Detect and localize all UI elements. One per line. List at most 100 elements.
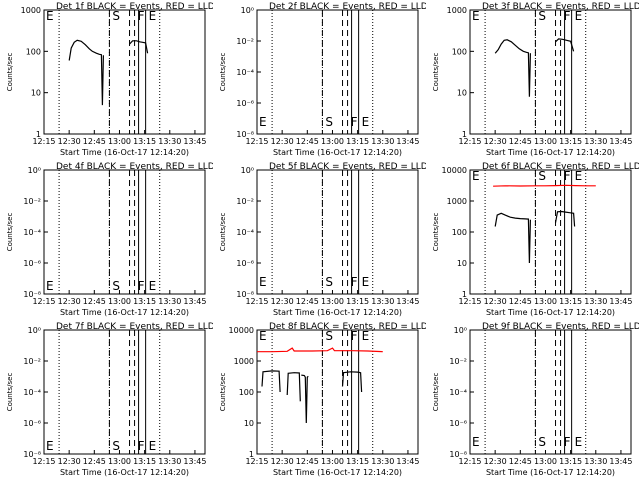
x-tick-label: 13:30 [371,137,394,146]
x-axis-label: Start Time (16-Oct-17 12:14:20) [60,308,189,317]
x-tick-label: 12:45 [509,137,532,146]
x-tick-label: 12:45 [509,297,532,306]
marker-letter-f: F [138,439,145,453]
x-tick-label: 13:15 [559,457,582,466]
marker-letter-s: S [325,275,333,289]
y-tick-label: 10⁻⁸ [236,130,254,139]
plot-frame [43,169,206,295]
y-tick-label: 10⁻² [23,357,41,366]
chart-title: Det 1f BLACK = Events, RED = LLD [56,2,213,12]
chart-title: Det 3f BLACK = Events, RED = LLD [482,2,639,12]
chart-title: Det 7f BLACK = Events, RED = LLD [56,322,213,332]
x-axis-label: Start Time (16-Oct-17 12:14:20) [486,468,615,477]
marker-letter-f: F [351,115,358,129]
y-tick-label: 10⁻⁶ [23,419,41,428]
plot-frame [43,9,206,135]
marker-letter-e-left: E [46,439,54,453]
x-tick-label: 12:30 [58,457,81,466]
y-tick-label: 10⁻⁶ [449,419,467,428]
y-tick-label: 10⁻⁶ [236,99,254,108]
y-tick-label: 1 [249,450,254,459]
marker-letter-s: S [112,279,120,293]
x-tick-label: 13:15 [346,137,369,146]
y-tick-label: 10⁻⁸ [23,290,41,299]
x-tick-label: 12:15 [458,297,481,306]
marker-letter-e-right: E [575,169,583,183]
y-tick-label: 10⁰ [241,6,254,15]
y-tick-label: 10⁻⁸ [236,290,254,299]
marker-letter-e-right: E [575,435,583,449]
y-tick-label: 10⁻⁸ [449,450,467,459]
x-tick-label: 13:15 [559,297,582,306]
marker-letter-e-left: E [472,9,480,23]
marker-letter-e-left: E [472,435,480,449]
events-series-line [129,40,149,54]
marker-letter-s: S [325,115,333,129]
x-axis-label: Start Time (16-Oct-17 12:14:20) [60,148,189,157]
x-tick-label: 13:30 [584,137,607,146]
plot-frame [256,9,419,135]
lld-series-line [257,347,383,353]
x-tick-label: 13:45 [183,457,206,466]
x-tick-label: 13:00 [321,457,344,466]
y-tick-label: 1 [36,130,41,139]
events-series-line [494,212,531,264]
detector-chart-8: Det 8f BLACK = Events, RED = LLD 1 10 100 10… [213,320,426,480]
x-tick-label: 12:30 [484,297,507,306]
x-axis-label: Start Time (16-Oct-17 12:14:20) [486,308,615,317]
marker-letter-f: F [564,9,571,23]
y-tick-label: 10000 [229,326,254,335]
y-tick-label: 10⁰ [28,326,41,335]
x-axis-label: Start Time (16-Oct-17 12:14:20) [486,148,615,157]
x-axis-label: Start Time (16-Oct-17 12:14:20) [273,148,402,157]
x-tick-label: 13:30 [158,137,181,146]
x-tick-label: 12:15 [32,137,55,146]
y-tick-label: 10⁰ [454,326,467,335]
y-tick-label: 10 [457,259,467,268]
marker-letter-s: S [112,9,120,23]
y-tick-label: 10⁰ [241,166,254,175]
y-axis-label: Counts/sec [6,213,14,252]
y-tick-label: 10⁻⁶ [23,259,41,268]
x-tick-label: 13:15 [133,297,156,306]
plot-frame [256,329,419,455]
chart-title: Det 5f BLACK = Events, RED = LLD [269,162,426,172]
x-tick-label: 12:45 [83,457,106,466]
x-tick-label: 12:15 [245,137,268,146]
x-tick-label: 12:30 [58,297,81,306]
chart-svg: Det 1f BLACK = Events, RED = LLD 1 10 100 10… [6,2,213,157]
marker-letter-e-right: E [362,115,370,129]
chart-title: Det 8f BLACK = Events, RED = LLD [269,322,426,332]
y-axis-label: Counts/sec [219,213,227,252]
chart-svg: Det 2f BLACK = Events, RED = LLD 10⁻⁸ 10⁻⁶… [219,2,426,157]
x-tick-label: 13:45 [609,137,632,146]
chart-svg: Det 8f BLACK = Events, RED = LLD 1 10 100 10… [219,322,426,477]
detector-chart-6: Det 6f BLACK = Events, RED = LLD 1 10 100 10… [426,160,639,320]
y-tick-label: 10⁻⁸ [23,450,41,459]
y-tick-label: 100 [452,47,467,56]
y-tick-label: 1 [462,290,467,299]
y-tick-label: 10⁻² [23,197,41,206]
x-tick-label: 13:45 [396,297,419,306]
marker-letter-e-right: E [575,9,583,23]
x-tick-label: 12:15 [32,457,55,466]
marker-letter-f: F [351,275,358,289]
y-axis-label: Counts/sec [219,373,227,412]
y-tick-label: 10 [31,89,41,98]
detector-chart-5: Det 5f BLACK = Events, RED = LLD 10⁻⁸ 10⁻⁶… [213,160,426,320]
x-tick-label: 12:15 [245,297,268,306]
y-tick-label: 10⁻² [449,357,467,366]
x-axis-label: Start Time (16-Oct-17 12:14:20) [273,468,402,477]
marker-letter-f: F [138,9,145,23]
y-tick-label: 10⁻² [236,197,254,206]
marker-letter-e-right: E [149,279,157,293]
marker-letter-f: F [351,329,358,343]
y-axis-label: Counts/sec [6,53,14,92]
x-tick-label: 12:45 [83,137,106,146]
x-tick-label: 13:00 [108,137,131,146]
x-tick-label: 12:30 [271,137,294,146]
events-series-line [554,210,576,227]
events-series-line [301,374,309,424]
y-tick-label: 100 [26,47,41,56]
